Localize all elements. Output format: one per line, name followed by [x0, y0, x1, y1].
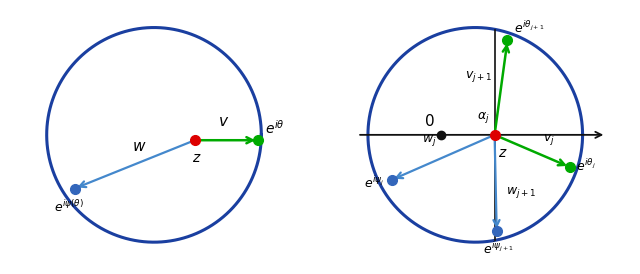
Text: $e^{i\psi(\theta)}$: $e^{i\psi(\theta)}$ — [54, 199, 84, 215]
Text: $e^{i\theta_{j+1}}$: $e^{i\theta_{j+1}}$ — [514, 20, 545, 36]
Text: $v_j$: $v_j$ — [543, 132, 555, 147]
Text: $w_{j+1}$: $w_{j+1}$ — [506, 185, 536, 200]
Text: $v_{j+1}$: $v_{j+1}$ — [465, 69, 492, 84]
Text: $v$: $v$ — [218, 115, 229, 130]
Text: $e^{i\theta}$: $e^{i\theta}$ — [264, 119, 284, 137]
Text: $\alpha_j$: $\alpha_j$ — [477, 110, 489, 125]
Text: $e^{i\psi_{j+1}}$: $e^{i\psi_{j+1}}$ — [483, 241, 515, 257]
Text: $e^{i\psi_j}$: $e^{i\psi_j}$ — [364, 175, 384, 191]
Text: $z$: $z$ — [192, 151, 202, 165]
Text: $z$: $z$ — [498, 145, 508, 159]
Text: $0$: $0$ — [424, 113, 435, 130]
Text: $w$: $w$ — [132, 139, 146, 154]
Text: $w_j$: $w_j$ — [422, 133, 436, 148]
Text: $e^{i\theta_j}$: $e^{i\theta_j}$ — [576, 158, 596, 174]
